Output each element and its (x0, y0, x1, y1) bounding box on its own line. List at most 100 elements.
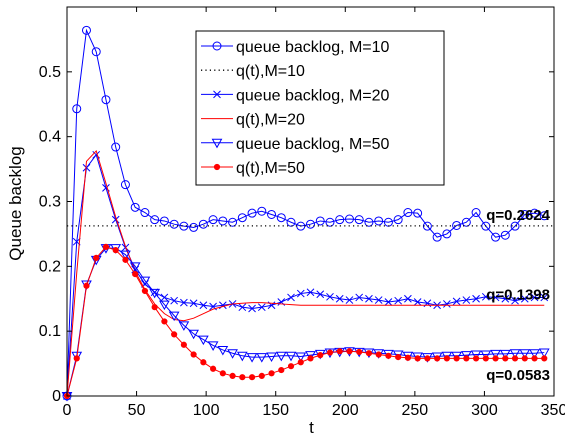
y-tick-label: 0.5 (39, 64, 61, 81)
data-point (188, 329, 199, 340)
data-point (492, 355, 499, 362)
data-point (229, 372, 236, 380)
data-point (403, 208, 413, 218)
data-point (159, 216, 169, 226)
data-point (472, 355, 480, 362)
data-point (81, 25, 91, 35)
data-point (159, 300, 170, 311)
data-point-stroke (530, 293, 539, 302)
data-point (530, 208, 540, 218)
data-point-stroke (511, 296, 519, 305)
data-point-stroke (335, 294, 344, 303)
data-point (364, 217, 374, 227)
data-point (295, 352, 307, 362)
data-point (345, 296, 354, 304)
data-point (266, 352, 277, 362)
data-point (316, 290, 325, 299)
data-point (413, 298, 422, 306)
data-point-stroke (72, 237, 81, 246)
data-point (161, 318, 168, 325)
data-point (101, 95, 111, 105)
data-point (122, 256, 129, 263)
data-point (434, 355, 441, 362)
data-point (297, 359, 304, 366)
data-point (480, 350, 492, 361)
data-point (453, 355, 460, 362)
x-tick-label: 100 (193, 402, 220, 419)
data-point (198, 219, 208, 229)
data-point (285, 351, 297, 362)
series-line (66, 246, 545, 397)
y-axis-label: Queue backlog (6, 146, 25, 260)
data-point-stroke (248, 304, 256, 313)
data-point (307, 355, 314, 362)
data-point (491, 232, 501, 242)
legend-box (195, 30, 445, 186)
annotation-label: q=0.2624 (486, 207, 550, 224)
data-point (443, 300, 451, 308)
data-point (219, 370, 226, 377)
data-point (171, 331, 178, 338)
data-point (287, 363, 295, 370)
y-tick-label: 0 (52, 388, 61, 405)
data-point (296, 289, 305, 298)
data-point-stroke (404, 294, 412, 303)
annotations: q=0.2624 q=0.1398 q=0.0583 (486, 207, 550, 384)
data-point-stroke (540, 293, 549, 302)
data-point (276, 213, 286, 223)
data-point (256, 353, 268, 363)
data-point (239, 374, 246, 381)
data-point-stroke (287, 293, 295, 302)
data-point-stroke (238, 303, 247, 312)
data-point (199, 301, 208, 310)
x-tick-label: 0 (63, 402, 72, 419)
data-point (189, 222, 199, 232)
data-point (529, 349, 540, 359)
legend-item: queue backlog, M=10 (201, 39, 390, 56)
series-3 (66, 149, 545, 397)
data-point (286, 217, 296, 227)
data-point (470, 350, 482, 361)
data-point (325, 217, 335, 227)
data-point (452, 220, 462, 230)
data-point (393, 215, 403, 225)
data-point (541, 355, 548, 362)
legend-marker-stroke (213, 90, 221, 99)
data-point (317, 352, 324, 359)
data-point-stroke (277, 298, 286, 306)
data-point (452, 297, 461, 306)
data-point (278, 366, 285, 374)
data-point (169, 219, 179, 229)
data-point (326, 292, 334, 301)
data-point-stroke (257, 303, 266, 312)
data-point (248, 304, 256, 313)
x-axis-label: t (309, 418, 314, 437)
legend-marker (211, 138, 223, 149)
y-tick-label: 0.4 (39, 129, 61, 146)
data-point (91, 47, 101, 57)
data-point (395, 354, 402, 361)
annotation-label: q=0.0583 (486, 367, 550, 384)
data-point (519, 349, 531, 359)
data-point-stroke (384, 298, 393, 306)
data-point (178, 321, 190, 331)
data-point (102, 243, 110, 250)
data-point (443, 355, 450, 362)
data-point (208, 215, 218, 225)
data-point (237, 213, 247, 223)
data-point (179, 221, 189, 231)
data-point (490, 349, 501, 360)
data-point (217, 345, 229, 356)
data-point (170, 296, 178, 305)
data-point (432, 232, 442, 242)
data-point-stroke (413, 298, 422, 306)
data-point (531, 355, 538, 362)
data-point (141, 287, 149, 295)
data-point (511, 296, 519, 305)
data-point-stroke (491, 293, 500, 302)
data-point (346, 348, 353, 355)
legend-label: q(t),M=10 (236, 63, 305, 80)
x-tick-label: 350 (541, 402, 565, 419)
data-point (111, 215, 120, 224)
data-point (385, 352, 392, 359)
